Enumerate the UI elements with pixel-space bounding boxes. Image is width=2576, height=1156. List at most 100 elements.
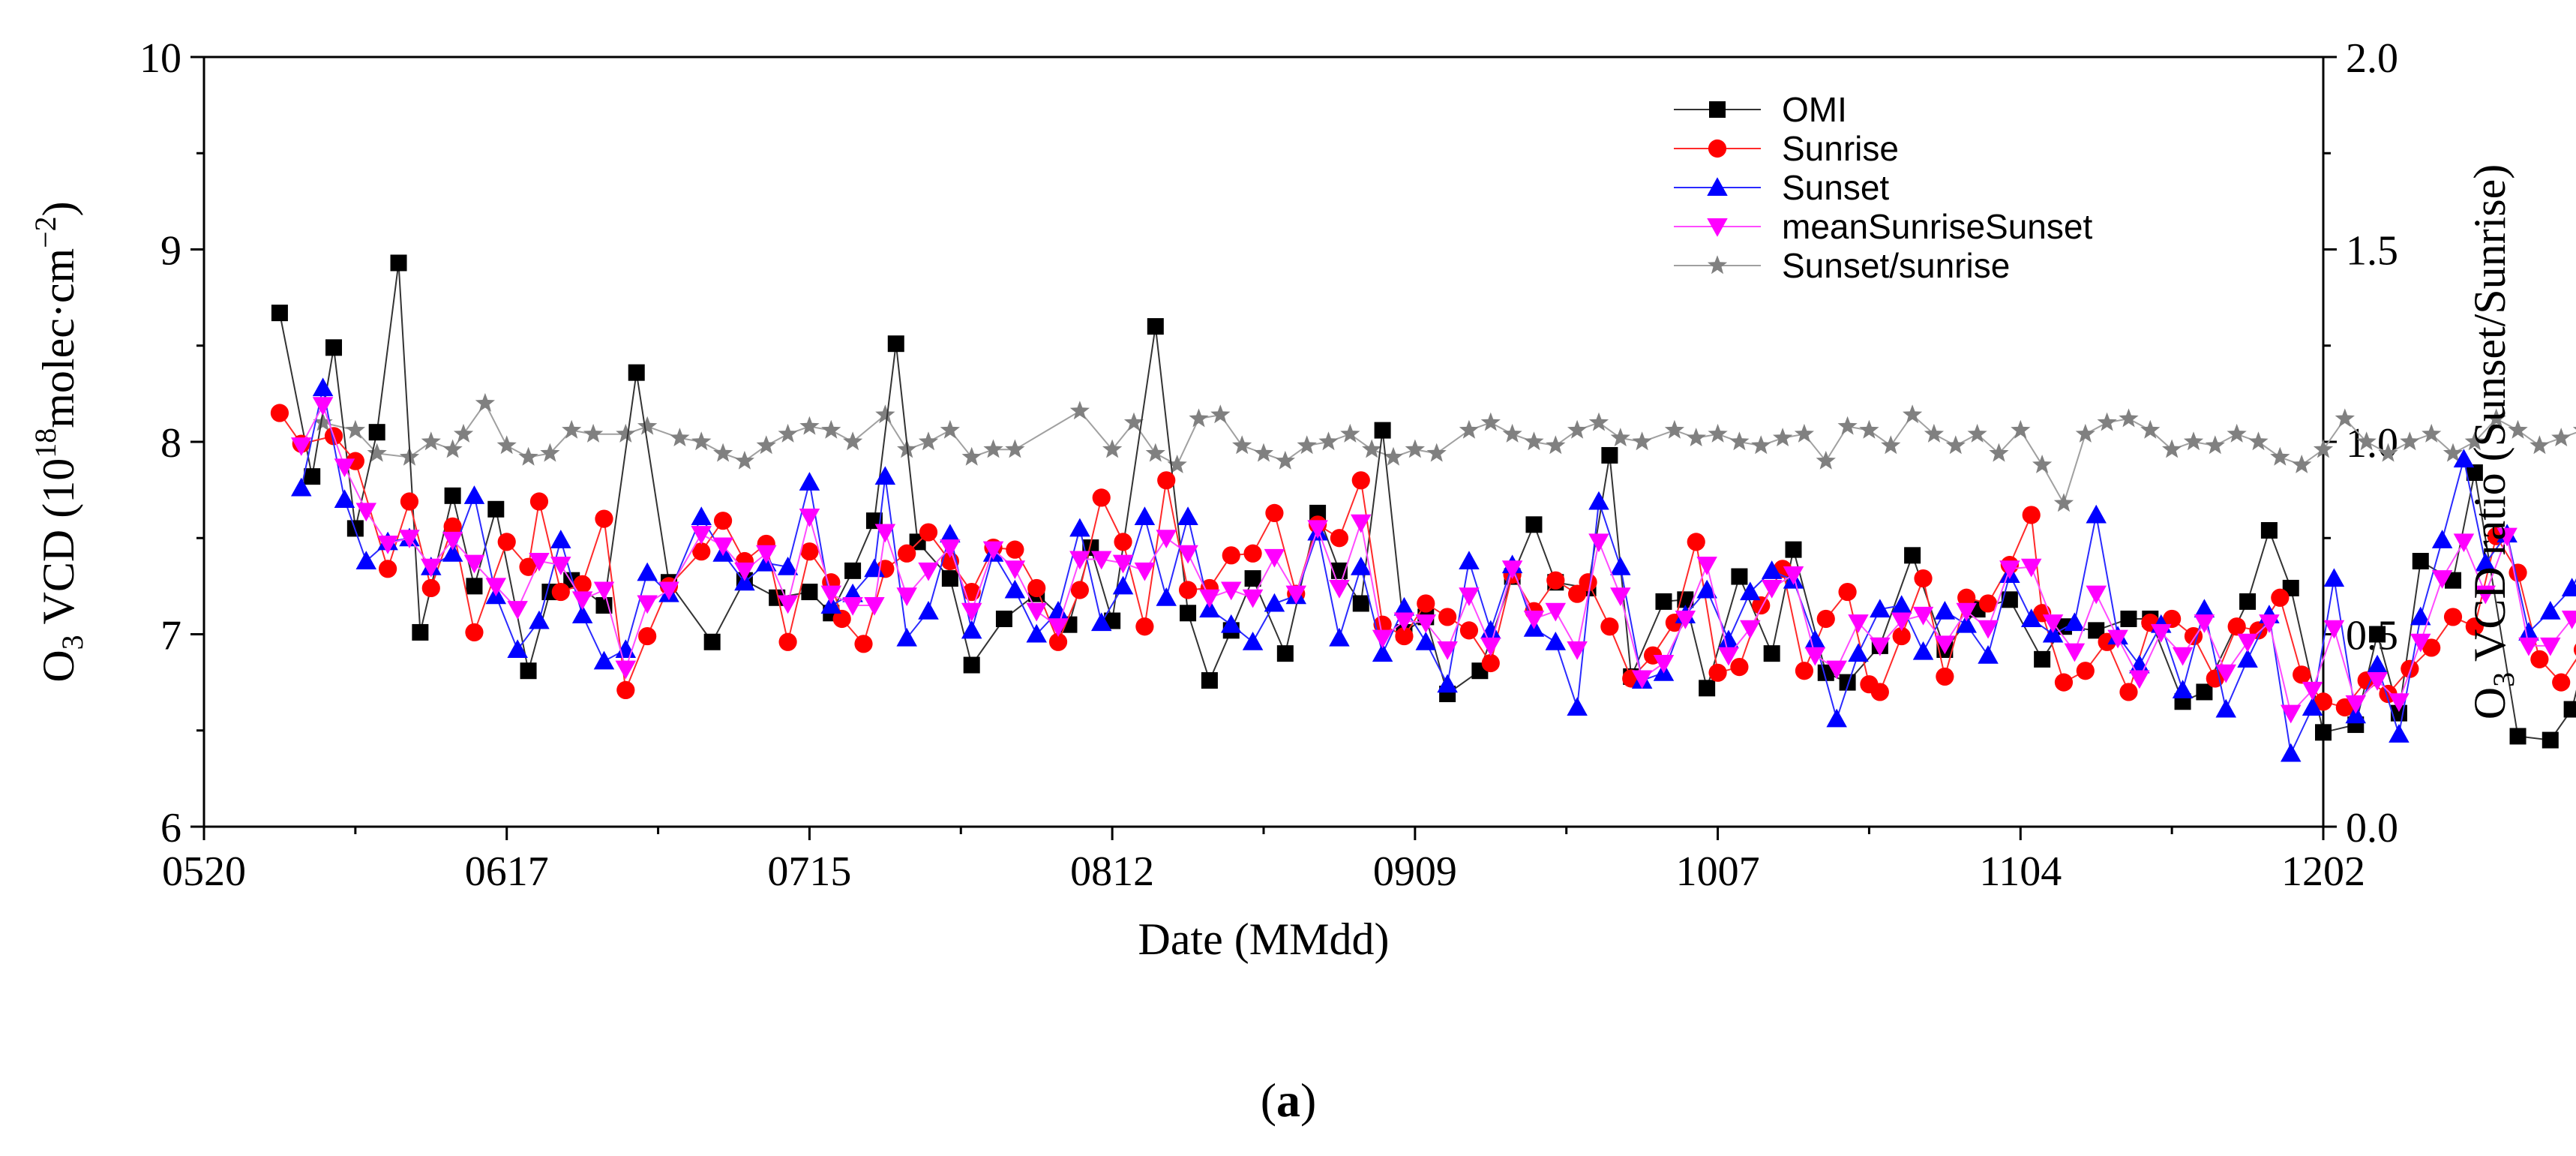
y-left-label-sup1: 18 (28, 428, 62, 458)
caption-letter: a (1276, 1073, 1300, 1127)
y-left-tick-label: 9 (160, 228, 181, 275)
data-point-sunrise (498, 533, 516, 551)
data-point-omi (466, 578, 482, 594)
data-point-omi (391, 254, 407, 271)
x-tick-label: 1007 (1676, 848, 1760, 895)
data-point-omi (1601, 447, 1618, 464)
y-right-label-sub: 3 (2487, 672, 2521, 687)
data-point-omi (964, 657, 980, 674)
y-left-label-rest2: molec·cm (34, 248, 83, 428)
data-point-omi (888, 335, 904, 352)
data-point-sunrise (1222, 546, 1240, 564)
data-point-sunrise (898, 545, 916, 563)
data-point-sunrise (854, 635, 872, 653)
data-point-omi (1201, 672, 1218, 689)
x-tick-label: 0909 (1373, 848, 1457, 895)
data-point-omi (844, 563, 861, 579)
data-point-omi (2413, 553, 2429, 569)
data-point-sunrise (1157, 471, 1175, 489)
caption-paren-open: ( (1261, 1073, 1276, 1127)
legend-label: Sunrise (1782, 129, 1899, 168)
data-point-sunrise (422, 579, 440, 597)
data-point-sunrise (2023, 506, 2041, 524)
data-point-omi (2542, 732, 2559, 749)
y-right-label-main: O (2465, 687, 2515, 719)
data-point-omi (369, 424, 385, 440)
x-tick-label: 0617 (465, 848, 549, 895)
data-point-sunrise (638, 627, 656, 645)
y-left-label-sup2: −2 (28, 216, 62, 248)
data-point-sunrise (400, 492, 418, 510)
data-point-sunrise (2271, 589, 2289, 607)
data-point-sunrise (2444, 608, 2462, 626)
data-point-omi (628, 365, 645, 381)
x-tick-label: 0520 (162, 848, 246, 895)
data-point-sunrise (1482, 654, 1500, 672)
y-left-tick-label: 7 (160, 613, 181, 659)
y-right-label-rest: VCD ratio (Sunset/Sunrise) (2465, 164, 2515, 672)
y-left-label-rest: VCD (10 (34, 458, 83, 635)
data-point-sunrise (1817, 610, 1835, 628)
y-axis-right-label: O3 VCD ratio (Sunset/Sunrise) (2465, 164, 2521, 720)
data-point-sunrise (1114, 533, 1132, 551)
data-point-omi (2564, 701, 2576, 718)
x-tick-label: 0715 (767, 848, 851, 895)
y-left-label-close: ) (34, 201, 83, 216)
data-point-sunrise (1936, 668, 1954, 686)
data-point-omi (1904, 547, 1921, 563)
data-point-sunrise (1417, 594, 1435, 612)
data-point-sunrise (1914, 569, 1932, 587)
figure-caption: (a) (1261, 1073, 1317, 1127)
data-point-sunrise (616, 681, 634, 699)
x-axis-label: Date (MMdd) (1138, 914, 1390, 964)
data-point-sunrise (465, 623, 483, 641)
y-left-label-sub: 3 (55, 635, 89, 650)
data-point-omi (2034, 651, 2050, 668)
data-point-sunrise (2228, 617, 2246, 635)
data-point-sunrise (1179, 581, 1197, 599)
legend-marker-omi (1709, 101, 1726, 118)
y-left-tick-label: 8 (160, 420, 181, 467)
caption-paren-close: ) (1300, 1073, 1316, 1127)
data-point-sunrise (1871, 683, 1889, 701)
data-point-sunrise (2530, 650, 2548, 668)
data-point-sunrise (1006, 541, 1024, 559)
data-point-omi (412, 624, 428, 641)
data-point-sunrise (1795, 662, 1813, 680)
data-point-sunrise (1838, 583, 1856, 601)
data-point-omi (1245, 570, 1261, 587)
data-point-sunrise (1093, 488, 1111, 506)
data-point-omi (1180, 605, 1196, 621)
data-point-omi (2120, 611, 2137, 627)
data-point-sunrise (1730, 658, 1748, 676)
legend-label: Sunset (1782, 168, 1889, 207)
data-point-omi (1699, 680, 1715, 696)
y-left-tick-label: 10 (139, 35, 181, 82)
x-tick-label: 0812 (1070, 848, 1154, 895)
data-point-omi (2315, 724, 2332, 740)
y-right-tick-label: 1.5 (2346, 228, 2398, 275)
data-point-sunrise (1579, 573, 1597, 591)
data-point-sunrise (778, 633, 796, 651)
data-point-omi (996, 611, 1012, 627)
data-point-omi (1375, 422, 1391, 439)
data-point-sunrise (2552, 674, 2570, 692)
data-point-omi (1655, 593, 1672, 610)
data-point-sunrise (2293, 665, 2311, 683)
data-point-sunrise (1330, 529, 1348, 547)
data-point-sunrise (1460, 621, 1478, 639)
y-left-tick-label: 6 (160, 805, 181, 851)
data-point-omi (1353, 595, 1369, 611)
data-point-omi (271, 305, 288, 321)
data-point-omi (1147, 318, 1164, 335)
data-point-omi (445, 488, 461, 504)
data-point-omi (1525, 516, 1542, 533)
data-point-omi (2196, 683, 2212, 700)
data-point-sunrise (1243, 545, 1261, 563)
data-point-sunrise (1687, 533, 1705, 551)
data-point-sunrise (714, 512, 732, 530)
legend-label: meanSunriseSunset (1782, 207, 2092, 246)
data-point-omi (704, 634, 721, 650)
